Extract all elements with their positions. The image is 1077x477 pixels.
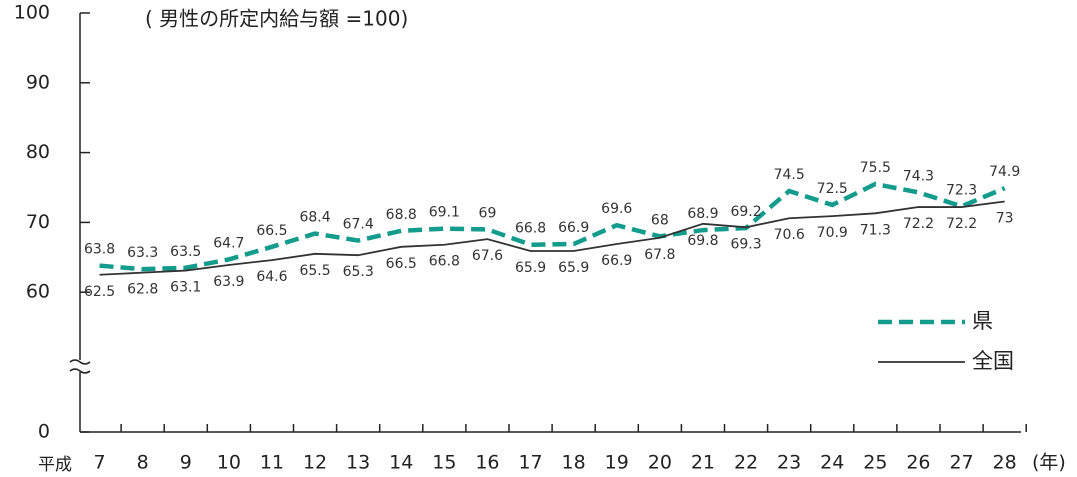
x-unit: (年) (1032, 452, 1066, 474)
value-label: 74.5 (774, 167, 805, 183)
value-label: 66.5 (386, 256, 417, 272)
y-tick-label: 60 (26, 281, 50, 303)
value-label: 69.3 (730, 236, 761, 252)
value-label: 63.8 (84, 242, 115, 258)
value-label: 65.3 (343, 264, 374, 280)
x-tick-label: 25 (863, 452, 887, 474)
x-tick-label: 23 (777, 452, 801, 474)
value-label: 62.8 (127, 282, 158, 298)
series-line (99, 200, 1005, 276)
value-label: 68 (651, 212, 669, 228)
series-line (99, 181, 1006, 272)
value-label: 67.6 (472, 248, 503, 264)
value-label: 69.8 (687, 233, 718, 249)
x-tick-label: 8 (137, 452, 149, 474)
x-tick-label: 19 (605, 452, 629, 474)
x-tick-label: 11 (260, 452, 284, 474)
x-tick-label: 21 (691, 452, 715, 474)
x-tick-label: 9 (180, 452, 192, 474)
value-label: 69.1 (429, 205, 460, 221)
axis-break (69, 359, 91, 374)
value-label: 72.2 (946, 216, 977, 232)
value-label: 74.9 (989, 164, 1020, 180)
value-label: 66.9 (558, 220, 589, 236)
value-label: 69 (479, 205, 497, 221)
x-prefix: 平成 (38, 455, 72, 475)
value-label: 74.3 (903, 168, 934, 184)
legend-label: 全国 (972, 349, 1014, 373)
legend-label: 県 (972, 309, 993, 333)
x-tick-label: 24 (820, 452, 844, 474)
x-tick-label: 27 (949, 452, 973, 474)
x-tick-label: 22 (734, 452, 758, 474)
value-label: 63.5 (170, 244, 201, 260)
value-label: 66.9 (601, 253, 632, 269)
value-label: 65.9 (558, 260, 589, 276)
x-tick-label: 20 (648, 452, 672, 474)
value-label: 63.1 (170, 280, 201, 296)
value-label: 64.7 (213, 235, 244, 251)
value-label: 66.8 (515, 221, 546, 237)
value-label: 67.4 (343, 217, 374, 233)
y-tick-label: 70 (26, 211, 50, 233)
value-label: 72.5 (817, 181, 848, 197)
x-tick-label: 16 (475, 452, 499, 474)
x-tick-label: 15 (432, 452, 456, 474)
value-label: 62.5 (84, 284, 115, 300)
value-label: 72.2 (903, 216, 934, 232)
value-label: 67.8 (644, 247, 675, 263)
x-tick-label: 7 (94, 452, 106, 474)
x-tick-label: 18 (562, 452, 586, 474)
value-label: 71.3 (860, 222, 891, 238)
x-tick-label: 17 (518, 452, 542, 474)
annotation: ( 男性の所定内給与額 =100) (145, 7, 408, 31)
value-label: 64.6 (256, 269, 287, 285)
value-label: 65.9 (515, 260, 546, 276)
value-label: 72.3 (946, 182, 977, 198)
x-tick-label: 10 (217, 452, 241, 474)
value-label: 68.4 (299, 210, 330, 226)
value-label: 63.9 (213, 274, 244, 290)
value-label: 69.2 (730, 204, 761, 220)
value-label: 70.6 (774, 227, 805, 243)
y-tick-label: 100 (14, 2, 50, 24)
x-tick-label: 28 (993, 452, 1017, 474)
value-label: 68.9 (687, 206, 718, 222)
value-label: 63.3 (127, 245, 158, 261)
value-label: 68.8 (386, 207, 417, 223)
y-tick-label: 0 (38, 421, 50, 443)
y-tick-label: 80 (26, 141, 50, 163)
value-label: 65.5 (299, 263, 330, 279)
value-label: 66.8 (429, 254, 460, 270)
x-tick-label: 12 (303, 452, 327, 474)
x-tick-label: 14 (389, 452, 413, 474)
x-tick-label: 26 (906, 452, 930, 474)
value-label: 73 (996, 210, 1014, 226)
value-label: 69.6 (601, 201, 632, 217)
value-label: 75.5 (860, 160, 891, 176)
value-label: 70.9 (817, 225, 848, 241)
value-label: 66.5 (256, 223, 287, 239)
x-tick-label: 13 (346, 452, 370, 474)
y-tick-label: 90 (26, 71, 50, 93)
